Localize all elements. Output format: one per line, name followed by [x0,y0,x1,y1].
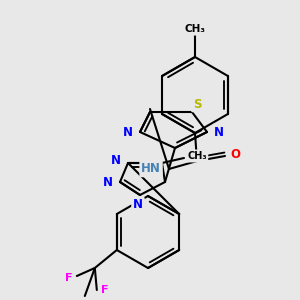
Text: CH₃: CH₃ [184,24,206,34]
Text: F: F [65,273,73,283]
Text: S: S [193,98,201,110]
Text: N: N [123,125,133,139]
Text: N: N [103,176,113,188]
Text: N: N [214,125,224,139]
Text: HN: HN [141,163,161,176]
Text: F: F [101,285,109,295]
Text: CH₃: CH₃ [187,151,207,161]
Text: N: N [133,199,143,212]
Text: N: N [111,154,121,167]
Text: O: O [230,148,240,160]
